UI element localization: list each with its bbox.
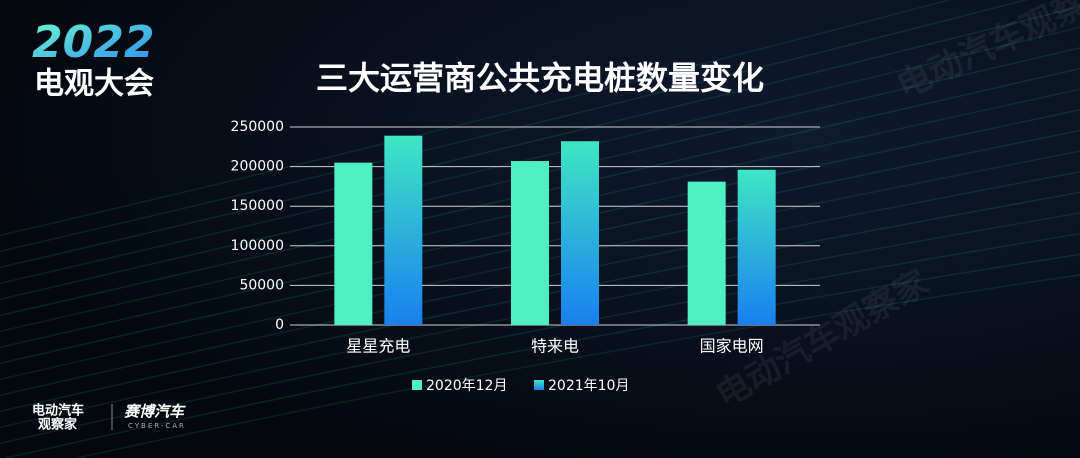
footer-logo: 赛博汽车 xyxy=(124,403,186,421)
badge-name: 电观大会 xyxy=(34,67,154,102)
bar xyxy=(334,162,373,325)
legend-swatch xyxy=(412,380,422,390)
y-tick-label: 50000 xyxy=(239,277,284,293)
chart-title: 三大运营商公共充电桩数量变化 xyxy=(316,59,764,97)
y-tick-label: 0 xyxy=(275,317,284,333)
y-tick-label: 150000 xyxy=(231,198,284,214)
x-tick-label: 国家电网 xyxy=(700,337,764,356)
legend-label: 2021年10月 xyxy=(548,378,629,394)
stripe xyxy=(73,274,1080,458)
bar xyxy=(511,161,549,325)
y-tick-label: 100000 xyxy=(231,238,284,254)
y-tick-label: 250000 xyxy=(231,119,284,135)
x-tick-label: 特来电 xyxy=(531,337,579,356)
stripe xyxy=(0,232,1080,445)
legend-swatch xyxy=(534,380,544,390)
stripe xyxy=(0,0,952,237)
footer-logo: 观察家 xyxy=(38,417,78,433)
bar xyxy=(561,141,599,325)
stripe xyxy=(0,5,1080,269)
x-tick-label: 星星充电 xyxy=(346,337,410,356)
bar xyxy=(737,169,776,325)
bar xyxy=(384,135,423,325)
footer-logo-sub: CYBER-CAR xyxy=(128,422,186,430)
legend-label: 2020年12月 xyxy=(426,378,507,394)
y-tick-label: 200000 xyxy=(231,159,284,175)
chart: 0 50000 100000 150000 200000 250000 星星充电 特来电 国家电… xyxy=(231,119,820,394)
footer-logo: 电动汽车 xyxy=(32,403,84,419)
stripe xyxy=(2,253,1080,458)
badge-year: 2022 xyxy=(32,17,154,68)
bar xyxy=(687,181,726,325)
